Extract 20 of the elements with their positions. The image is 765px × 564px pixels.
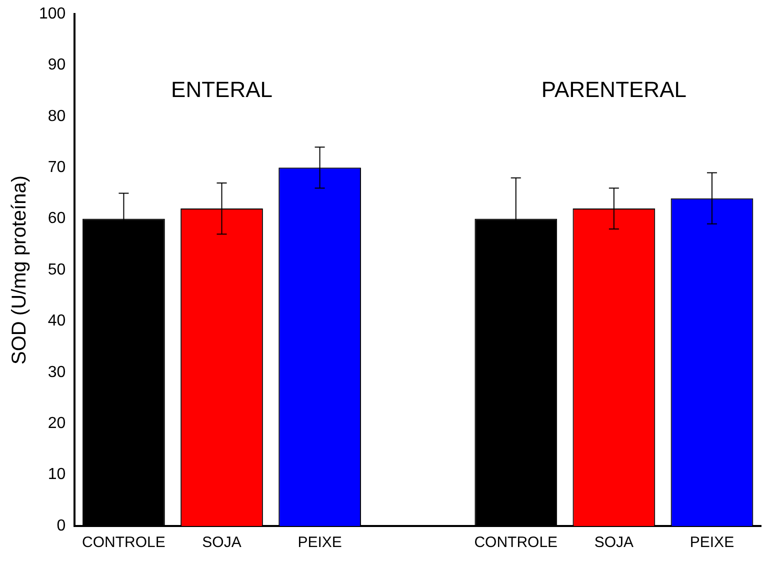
y-tick-label: 10	[48, 466, 66, 484]
y-tick-label: 80	[48, 108, 66, 125]
y-axis-title: SOD (U/mg proteína)	[8, 176, 31, 364]
annotation: PARENTERAL	[541, 76, 686, 102]
x-tick-label: PEIXE	[690, 534, 734, 552]
y-tick-label: 100	[38, 5, 66, 22]
y-tick-label: 90	[48, 56, 66, 74]
y-tick-label: 0	[56, 517, 66, 534]
y-tick-label: 20	[48, 415, 66, 432]
y-tick-label: 50	[48, 261, 66, 278]
y-tick-label: 30	[48, 364, 66, 381]
x-tick-label: CONTROLE	[474, 534, 558, 552]
annotation: ENTERAL	[171, 76, 273, 102]
y-tick-label: 70	[48, 159, 66, 176]
y-tick-label: 40	[48, 312, 66, 330]
y-tick-label: 60	[48, 210, 66, 228]
x-tick-label: SOJA	[202, 534, 242, 552]
x-tick-label: PEIXE	[298, 534, 342, 552]
x-tick-label: SOJA	[594, 534, 634, 552]
x-tick-label: CONTROLE	[82, 534, 166, 552]
